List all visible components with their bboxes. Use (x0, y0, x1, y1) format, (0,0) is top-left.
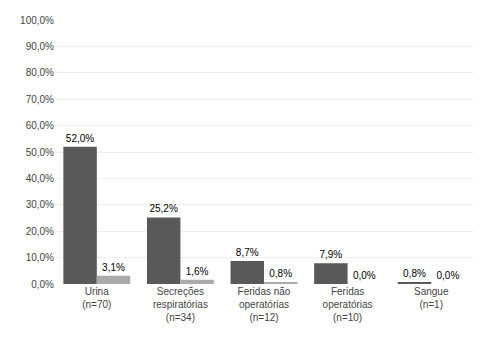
svg-text:0,0%: 0,0% (31, 279, 54, 290)
svg-text:8,7%: 8,7% (236, 247, 259, 258)
svg-text:10,0%: 10,0% (26, 252, 54, 263)
svg-text:50,0%: 50,0% (26, 147, 54, 158)
svg-text:25,2%: 25,2% (149, 203, 177, 214)
svg-text:40,0%: 40,0% (26, 173, 54, 184)
svg-text:Urina(n=70): Urina(n=70) (82, 286, 111, 310)
svg-text:3,1%: 3,1% (102, 262, 125, 273)
svg-text:70,0%: 70,0% (26, 94, 54, 105)
svg-text:52,0%: 52,0% (66, 133, 94, 144)
svg-text:80,0%: 80,0% (26, 67, 54, 78)
svg-text:0,0%: 0,0% (436, 270, 459, 281)
svg-text:0,0%: 0,0% (353, 270, 376, 281)
svg-text:0,8%: 0,8% (269, 268, 292, 279)
svg-text:1,6%: 1,6% (186, 266, 209, 277)
svg-text:7,9%: 7,9% (319, 249, 342, 260)
svg-text:60,0%: 60,0% (26, 120, 54, 131)
svg-text:Feridas nãooperatórias(n=12): Feridas nãooperatórias(n=12) (238, 286, 291, 323)
svg-text:20,0%: 20,0% (26, 226, 54, 237)
svg-text:30,0%: 30,0% (26, 199, 54, 210)
svg-text:90,0%: 90,0% (26, 41, 54, 52)
svg-text:Sangue(n=1): Sangue(n=1) (414, 286, 449, 310)
svg-text:100,0%: 100,0% (20, 15, 54, 26)
svg-text:0,8%: 0,8% (403, 268, 426, 279)
svg-text:Secreçõesrespiratórias(n=34): Secreçõesrespiratórias(n=34) (153, 286, 208, 323)
svg-text:Feridasoperatórias(n=10): Feridasoperatórias(n=10) (323, 286, 373, 323)
